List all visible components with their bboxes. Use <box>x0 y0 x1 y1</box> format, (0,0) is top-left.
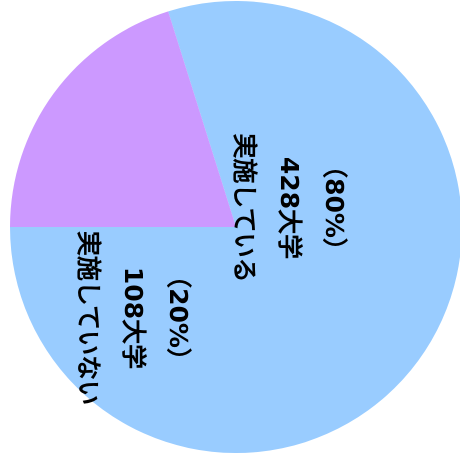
slice-percent-label: （20%） <box>164 263 193 373</box>
slice-name-label: 実施していない <box>74 231 103 405</box>
slice-name-label: 実施している <box>230 133 259 282</box>
slice-label-1: 実施している 428大学 （80%） <box>230 133 349 282</box>
pie-slice-2 <box>10 11 236 228</box>
slice-count-label: 428大学 <box>275 157 304 259</box>
slice-label-2: 実施していない 108大学 （20%） <box>74 231 193 405</box>
slice-count-label: 108大学 <box>119 267 148 369</box>
slice-percent-label: （80%） <box>320 153 349 263</box>
pie-slice-1 <box>10 1 460 453</box>
pie-labels: 実施している 428大学 （80%） 実施していない 108大学 （20%） <box>74 133 349 405</box>
pie-slices <box>10 1 460 453</box>
